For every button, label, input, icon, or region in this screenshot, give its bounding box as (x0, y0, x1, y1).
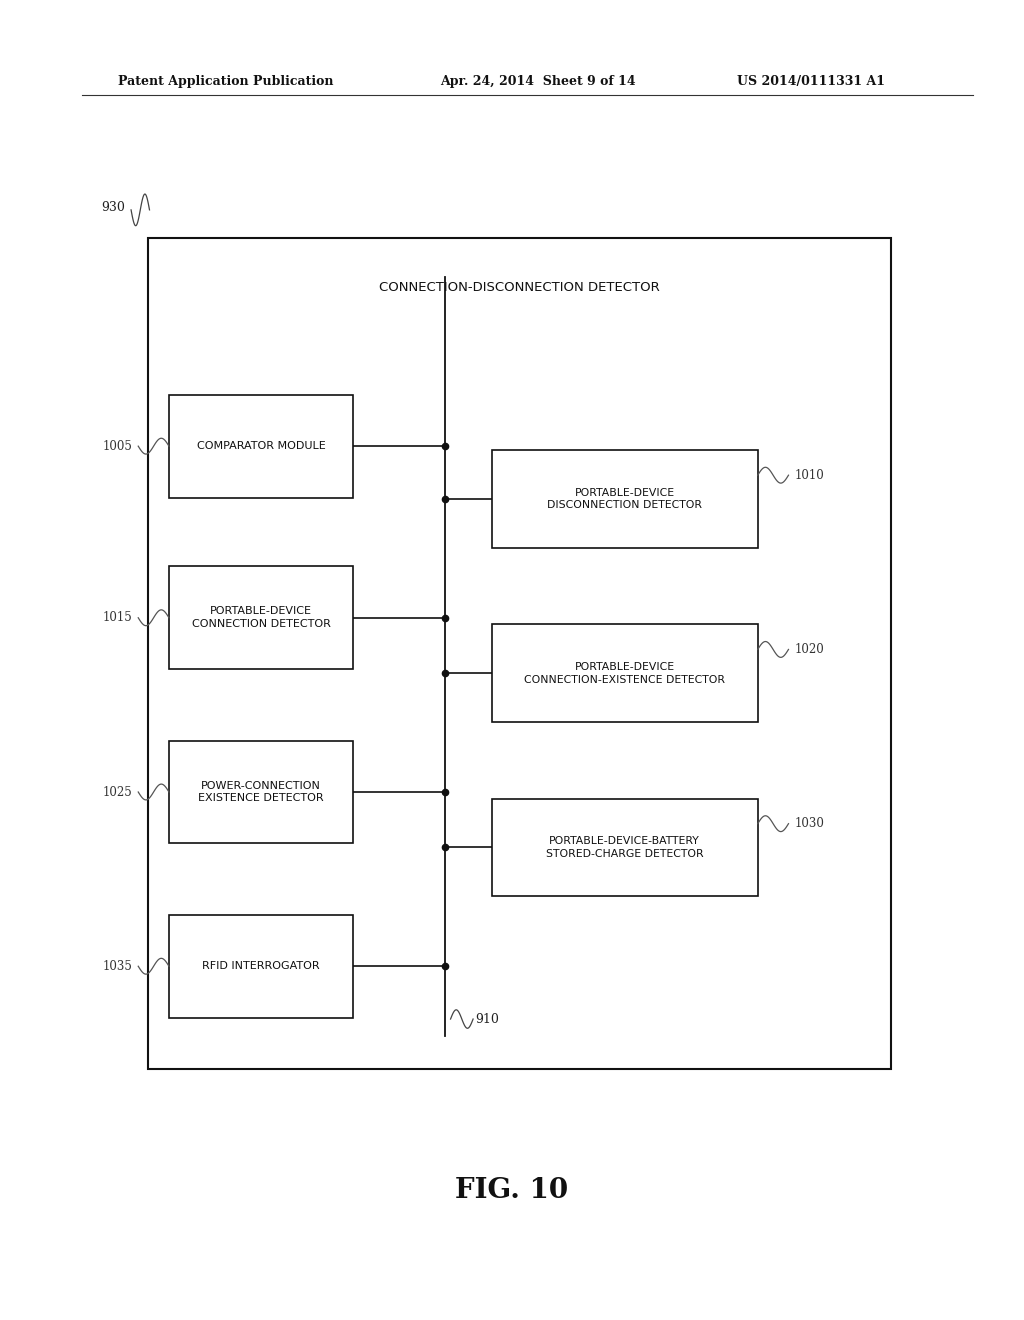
Text: US 2014/0111331 A1: US 2014/0111331 A1 (737, 75, 886, 88)
Text: 1020: 1020 (795, 643, 824, 656)
Text: COMPARATOR MODULE: COMPARATOR MODULE (197, 441, 326, 451)
Text: PORTABLE-DEVICE
CONNECTION DETECTOR: PORTABLE-DEVICE CONNECTION DETECTOR (191, 606, 331, 630)
Text: Patent Application Publication: Patent Application Publication (118, 75, 333, 88)
Bar (169, 741, 353, 843)
Text: 910: 910 (475, 1012, 499, 1026)
Text: 1015: 1015 (102, 611, 132, 624)
Text: Apr. 24, 2014  Sheet 9 of 14: Apr. 24, 2014 Sheet 9 of 14 (440, 75, 636, 88)
Bar (148, 238, 891, 1069)
Text: PORTABLE-DEVICE-BATTERY
STORED-CHARGE DETECTOR: PORTABLE-DEVICE-BATTERY STORED-CHARGE DE… (546, 836, 703, 859)
Text: FIG. 10: FIG. 10 (456, 1177, 568, 1204)
Text: POWER-CONNECTION
EXISTENCE DETECTOR: POWER-CONNECTION EXISTENCE DETECTOR (199, 780, 324, 804)
Text: 1035: 1035 (102, 960, 132, 973)
Bar (492, 450, 758, 548)
Text: CONNECTION-DISCONNECTION DETECTOR: CONNECTION-DISCONNECTION DETECTOR (379, 281, 660, 294)
Text: 1025: 1025 (102, 785, 132, 799)
Bar (492, 624, 758, 722)
Bar (492, 799, 758, 896)
Text: RFID INTERROGATOR: RFID INTERROGATOR (203, 961, 319, 972)
Text: 1030: 1030 (795, 817, 824, 830)
Text: PORTABLE-DEVICE
CONNECTION-EXISTENCE DETECTOR: PORTABLE-DEVICE CONNECTION-EXISTENCE DET… (524, 661, 725, 685)
Text: 1010: 1010 (795, 469, 824, 482)
Text: 1005: 1005 (102, 440, 132, 453)
Text: PORTABLE-DEVICE
DISCONNECTION DETECTOR: PORTABLE-DEVICE DISCONNECTION DETECTOR (547, 487, 702, 511)
Bar (169, 566, 353, 669)
Text: 930: 930 (101, 201, 125, 214)
Bar (169, 395, 353, 498)
Bar (169, 915, 353, 1018)
